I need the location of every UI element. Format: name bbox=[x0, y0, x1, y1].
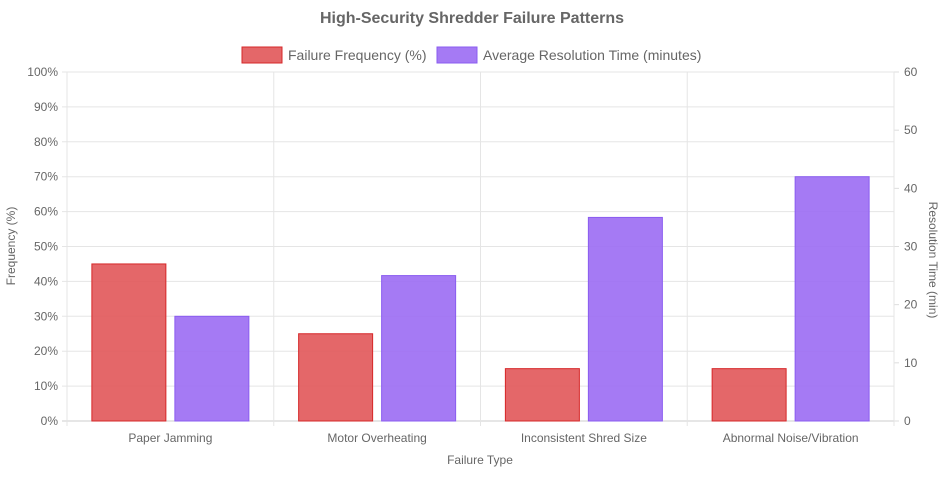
x-tick-label: Abnormal Noise/Vibration bbox=[723, 431, 859, 445]
bar-resolution-time bbox=[794, 176, 870, 422]
bar-failure-frequency bbox=[91, 263, 167, 422]
y2-tick-label: 20 bbox=[904, 298, 918, 312]
bar-resolution-time bbox=[174, 315, 250, 422]
legend-label: Failure Frequency (%) bbox=[288, 47, 427, 63]
y2-tick-label: 60 bbox=[904, 65, 918, 79]
x-tick-label: Motor Overheating bbox=[327, 431, 426, 445]
axes: 0% 10% 20% 30% 40% 50% 60% 70% 80% 90% 100% 0 10 20 30… bbox=[27, 65, 917, 445]
y2-tick-label: 0 bbox=[904, 414, 911, 428]
y-tick-label: 10% bbox=[34, 379, 58, 393]
chart-title: High-Security Shredder Failure Patterns bbox=[320, 10, 624, 27]
y-tick-label: 70% bbox=[34, 170, 58, 184]
y2-axis-label: Resolution Time (min) bbox=[926, 202, 940, 319]
y-tick-label: 50% bbox=[34, 240, 58, 254]
bar-failure-frequency bbox=[711, 368, 787, 422]
y-tick-label: 0% bbox=[41, 414, 59, 428]
y-tick-label: 80% bbox=[34, 135, 58, 149]
legend-swatch bbox=[436, 46, 478, 64]
y-tick-label: 100% bbox=[27, 65, 58, 79]
x-tick-label: Paper Jamming bbox=[128, 431, 212, 445]
x-axis-label: Failure Type bbox=[447, 453, 513, 467]
y-tick-label: 20% bbox=[34, 344, 58, 358]
bars bbox=[91, 176, 870, 422]
y2-tick-label: 30 bbox=[904, 240, 918, 254]
legend: Failure Frequency (%) Average Resolution … bbox=[241, 46, 701, 64]
legend-swatch bbox=[241, 46, 283, 64]
x-tick-label: Inconsistent Shred Size bbox=[521, 431, 647, 445]
y2-tick-label: 40 bbox=[904, 181, 918, 195]
y2-tick-label: 50 bbox=[904, 123, 918, 137]
y-tick-label: 40% bbox=[34, 274, 58, 288]
bar-failure-frequency bbox=[504, 368, 580, 422]
y-tick-label: 60% bbox=[34, 205, 58, 219]
legend-label: Average Resolution Time (minutes) bbox=[483, 47, 701, 63]
bar-resolution-time bbox=[381, 275, 457, 422]
y-axis-label: Frequency (%) bbox=[4, 207, 18, 286]
bar-resolution-time bbox=[587, 216, 663, 422]
y-tick-label: 90% bbox=[34, 100, 58, 114]
y-tick-label: 30% bbox=[34, 309, 58, 323]
y2-tick-label: 10 bbox=[904, 356, 918, 370]
bar-failure-frequency bbox=[298, 333, 374, 422]
